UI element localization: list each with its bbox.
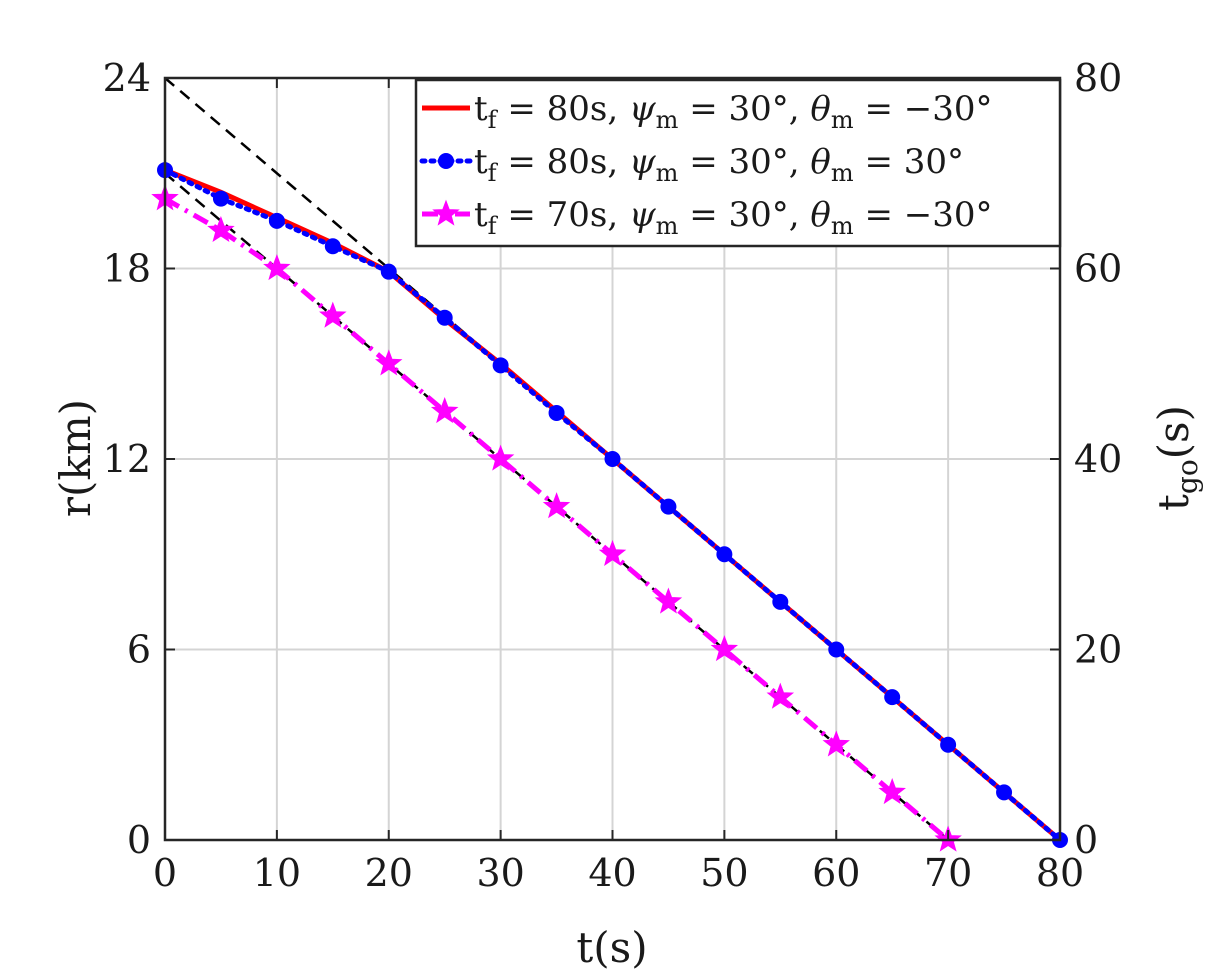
star-marker: [319, 301, 347, 328]
circle-marker: [380, 263, 397, 280]
legend-label: tf = 80s, ψm = 30°, θm = 30°: [474, 142, 964, 187]
legend-item: tf = 80s, ψm = 30°, θm = −30°: [422, 89, 993, 134]
legend-item: tf = 80s, ψm = 30°, θm = 30°: [419, 142, 964, 187]
series-layer: [151, 162, 1068, 852]
y-tick-label-left: 12: [103, 437, 151, 481]
y-tick-label-left: 18: [103, 247, 151, 291]
y-tick-label-right: 40: [1074, 437, 1122, 481]
y-tick-label-right: 20: [1074, 628, 1122, 672]
y-tick-label-left: 24: [103, 56, 151, 100]
star-marker: [375, 349, 403, 376]
circle-marker: [996, 784, 1013, 801]
x-tick-label: 60: [812, 851, 860, 895]
legend-item: tf = 70s, ψm = 30°, θm = −30°: [422, 195, 993, 240]
star-marker: [710, 635, 739, 662]
x-tick-label: 40: [588, 851, 636, 895]
legend: tf = 80s, ψm = 30°, θm = −30° tf = 80s, ψ…: [414, 78, 1062, 248]
star-marker: [878, 777, 906, 805]
x-tick-label: 70: [924, 851, 972, 895]
legend-label: tf = 80s, ψm = 30°, θm = −30°: [474, 89, 993, 134]
y-tick-label-left: 0: [127, 818, 151, 862]
x-tick-label: 20: [365, 851, 413, 895]
legend-star-marker: [432, 199, 460, 226]
star-marker: [430, 396, 459, 424]
circle-marker: [268, 212, 285, 229]
star-marker: [207, 215, 235, 243]
circle-marker: [436, 309, 453, 326]
y-tick-label-right: 0: [1074, 818, 1098, 862]
y-axis-label-right-sub: go: [1171, 459, 1204, 494]
star-marker: [598, 539, 627, 566]
legend-box: [414, 78, 1062, 248]
x-tick-label: 0: [153, 851, 177, 895]
circle-marker: [492, 357, 509, 374]
y-axis-label-right-base: t: [1149, 494, 1198, 511]
star-marker: [654, 587, 683, 614]
circle-marker: [940, 736, 957, 753]
circle-marker: [548, 404, 565, 421]
series-2: [157, 162, 1068, 848]
y-tick-label-right: 80: [1074, 56, 1122, 100]
star-marker: [263, 254, 291, 281]
x-axis-label: t(s): [576, 923, 647, 972]
circle-marker: [660, 498, 677, 515]
circle-marker: [828, 641, 845, 658]
x-tick-label: 30: [476, 851, 524, 895]
star-marker: [822, 730, 850, 757]
x-tick-label: 10: [253, 851, 301, 895]
y-axis-label-right: tgo(s): [1149, 405, 1204, 511]
star-marker: [542, 492, 571, 519]
legend-label: tf = 70s, ψm = 30°, θm = −30°: [474, 195, 993, 240]
circle-marker: [604, 451, 621, 467]
circle-marker: [884, 689, 901, 706]
y-tick-label-left: 6: [127, 628, 151, 672]
x-tick-label: 80: [1036, 851, 1084, 895]
circle-marker: [716, 546, 733, 563]
series-3: [151, 184, 962, 852]
star-marker: [766, 682, 795, 709]
circle-marker: [212, 190, 229, 207]
x-tick-label: 50: [700, 851, 748, 895]
y-axis-label-left: r(km): [51, 399, 100, 517]
legend-circle-marker: [438, 153, 454, 169]
circle-marker: [324, 238, 341, 255]
star-marker: [486, 444, 515, 471]
y-axis-label-right-suffix: (s): [1149, 405, 1198, 459]
circle-marker: [772, 593, 789, 610]
y-tick-label-right: 60: [1074, 247, 1122, 291]
